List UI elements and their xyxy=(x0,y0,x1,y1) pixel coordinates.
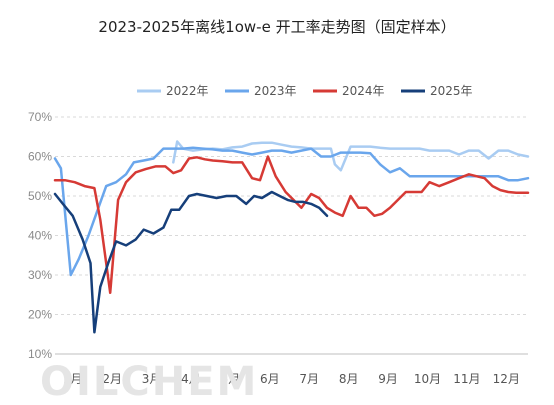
y-tick-label: 10% xyxy=(28,347,52,361)
y-tick-label: 70% xyxy=(28,110,52,124)
y-tick-label: 60% xyxy=(28,150,52,164)
legend-label: 2023年 xyxy=(254,84,297,98)
series-line-2025年 xyxy=(53,190,329,334)
series-line-2023年 xyxy=(53,146,530,277)
x-tick-label: 6月 xyxy=(260,372,280,386)
x-tick-label: 8月 xyxy=(339,372,359,386)
legend-label: 2024年 xyxy=(342,84,385,98)
legend-label: 2025年 xyxy=(430,84,473,98)
x-tick-label: 10月 xyxy=(414,372,441,386)
series-group xyxy=(53,140,530,334)
legend: 2022年 2023年 2024年 2025年 xyxy=(137,84,473,98)
x-tick-label: 2月 xyxy=(102,372,122,386)
series-line-2024年 xyxy=(53,155,530,295)
y-tick-label: 20% xyxy=(28,308,52,322)
y-tick-label: 40% xyxy=(28,229,52,243)
x-tick-label: 9月 xyxy=(378,372,398,386)
chart-title: 2023-2025年离线1ow-e 开工率走势图（固定样本） xyxy=(98,18,455,36)
y-tick-label: 30% xyxy=(28,268,52,282)
series-line-2022年 xyxy=(172,140,530,172)
legend-label: 2022年 xyxy=(166,84,209,98)
x-axis: 1月 2月 3月 4月 5月 6月 7月 8月 9月 10月 11月 12月 xyxy=(63,372,520,386)
x-tick-label: 5月 xyxy=(221,372,241,386)
y-tick-label: 50% xyxy=(28,189,52,203)
x-tick-label: 1月 xyxy=(63,372,83,386)
y-axis: 70% 60% 50% 40% 30% 20% 10% xyxy=(28,110,52,361)
x-tick-label: 11月 xyxy=(453,372,480,386)
x-tick-label: 7月 xyxy=(299,372,319,386)
grid xyxy=(55,116,528,355)
x-tick-label: 4月 xyxy=(181,372,201,386)
x-tick-label: 12月 xyxy=(493,372,520,386)
x-tick-label: 3月 xyxy=(142,372,162,386)
watermark: OILCHEM xyxy=(40,359,258,405)
